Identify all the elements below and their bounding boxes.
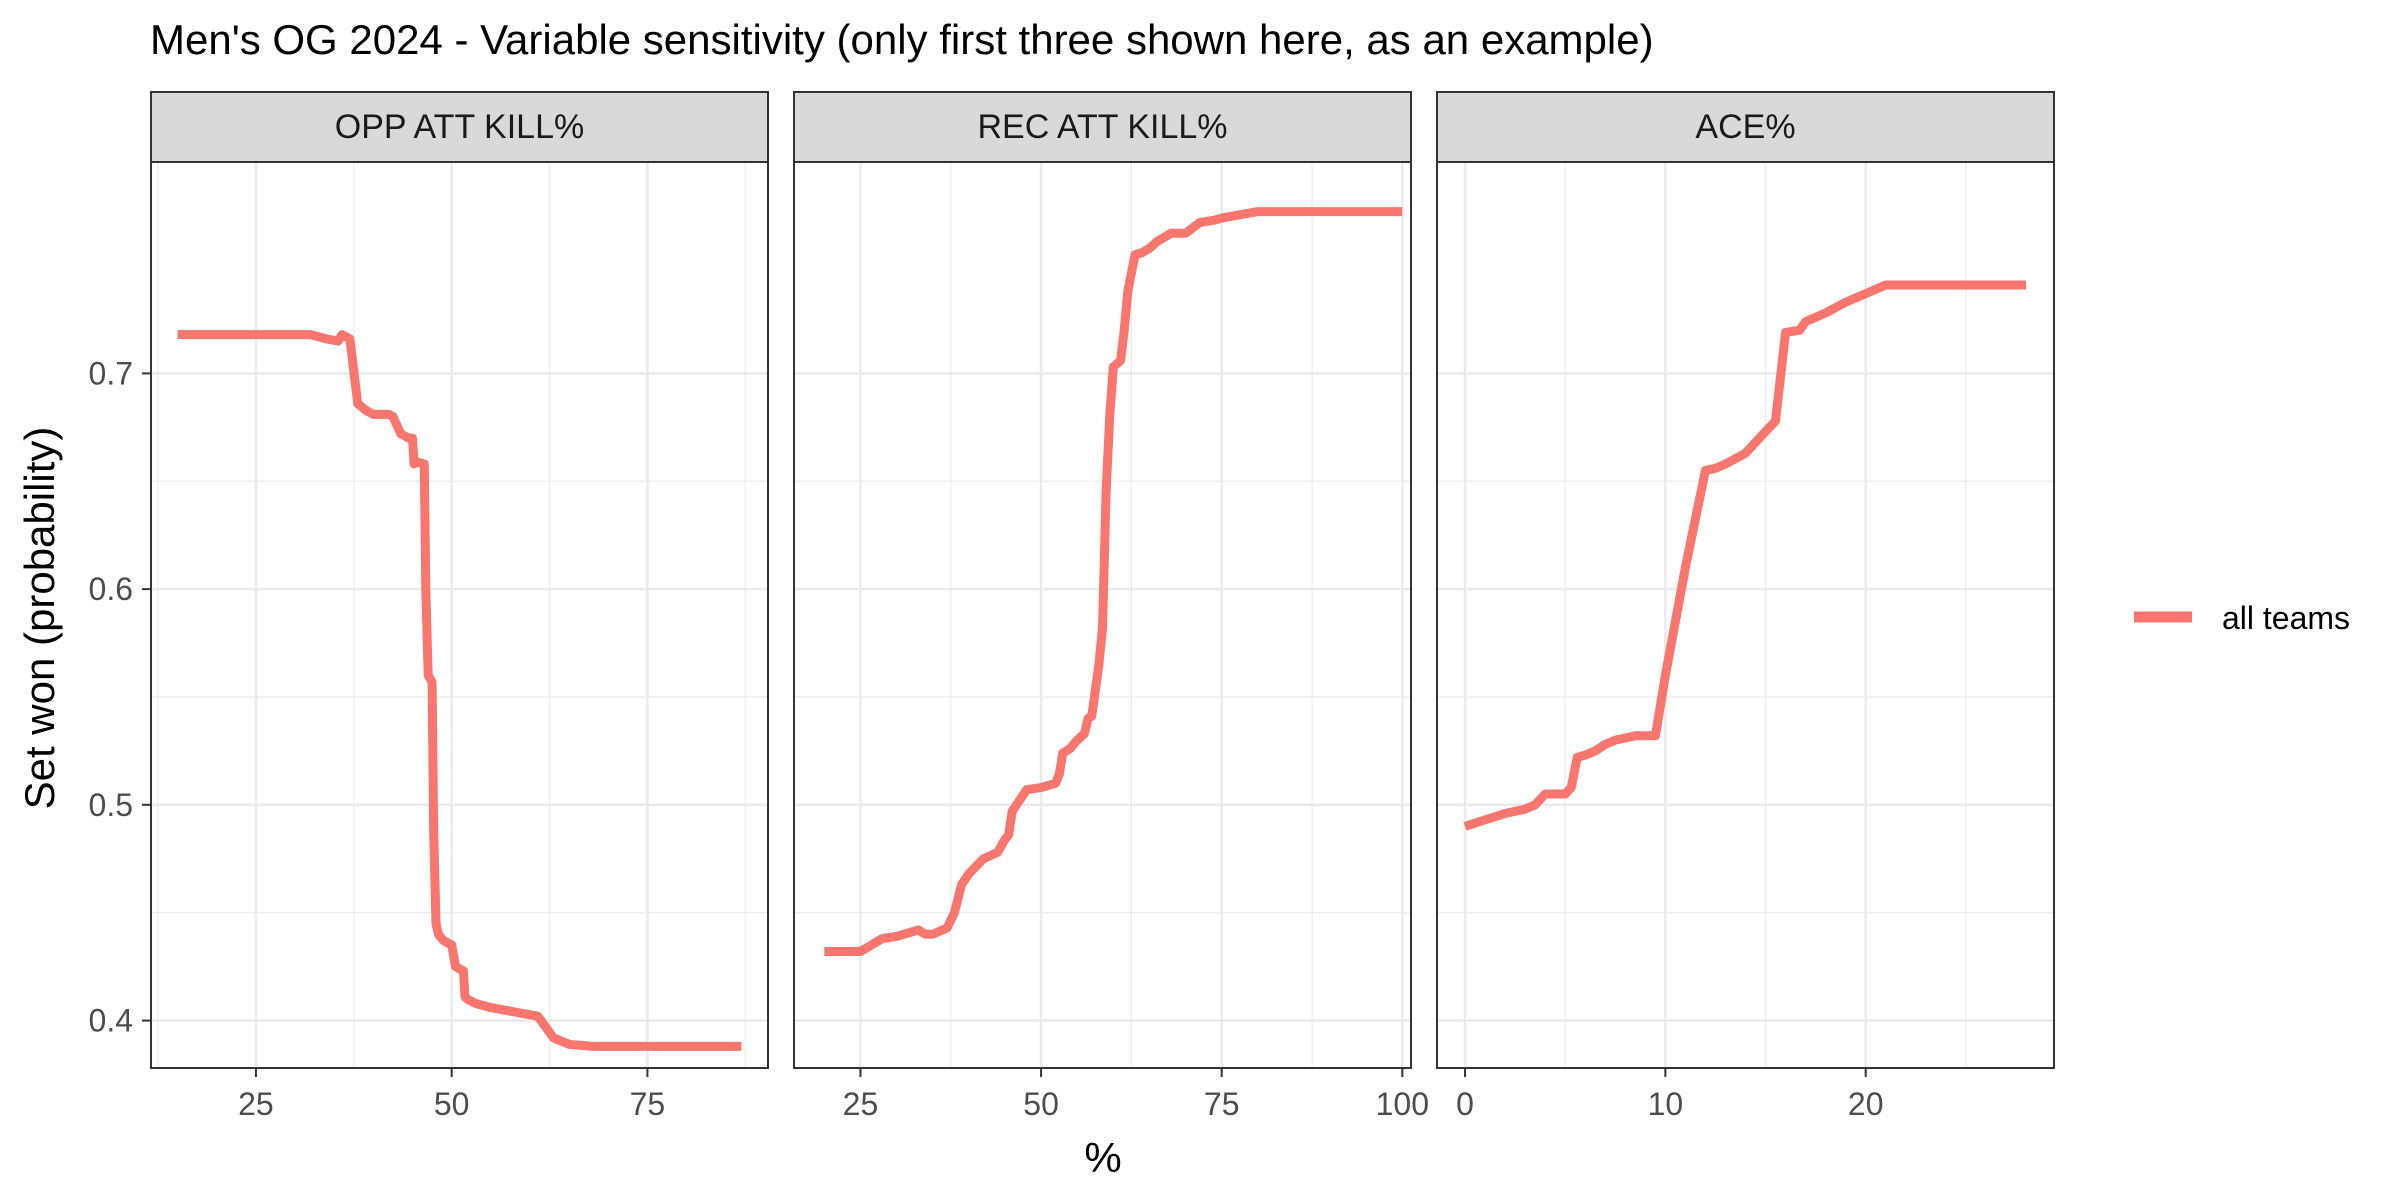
legend: all teams (2134, 600, 2350, 636)
panel-border (150, 161, 769, 1069)
series-line-all-teams (177, 330, 742, 1051)
x-tick-label: 25 (238, 1086, 274, 1122)
y-tick-label: 0.7 (89, 355, 133, 391)
x-tick-label: 0 (1456, 1086, 1474, 1122)
facet-strip (793, 91, 1412, 163)
series-line-all-teams (1463, 280, 2026, 831)
x-tick-label: 50 (1023, 1086, 1059, 1122)
y-tick-label: 0.5 (89, 787, 133, 823)
panel-border (1436, 161, 2055, 1069)
panel-border (793, 161, 1412, 1069)
facet-panel-2: REC ATT KILL% 25 50 75 100 (793, 91, 1429, 1122)
panel-background (151, 162, 768, 1068)
y-tick-label: 0.6 (89, 571, 133, 607)
facet-strip (1436, 91, 2055, 163)
x-tick-label: 10 (1648, 1086, 1684, 1122)
y-axis-title: Set won (probability) (16, 427, 63, 810)
facet-strip-label: ACE% (1695, 108, 1795, 146)
facet-panel-3: ACE% 0 10 20 (1436, 91, 2055, 1122)
x-axis-title: % (1084, 1134, 1121, 1181)
chart-title: Men's OG 2024 - Variable sensitivity (on… (150, 16, 1654, 63)
facet-panel-1: OPP ATT KILL% 25 50 75 0.4 0.5 0.6 0.7 (89, 91, 769, 1122)
x-tick-label: 75 (630, 1086, 666, 1122)
x-tick-label: 50 (434, 1086, 470, 1122)
panel-background (1437, 162, 2054, 1068)
series-line-all-teams (824, 207, 1403, 956)
facet-strip-label: OPP ATT KILL% (335, 108, 584, 146)
y-tick-label: 0.4 (89, 1003, 133, 1039)
facet-strip-label: REC ATT KILL% (977, 108, 1227, 146)
x-tick-label: 20 (1848, 1086, 1884, 1122)
facet-strip (150, 91, 769, 163)
x-tick-label: 25 (843, 1086, 879, 1122)
facet-panels: OPP ATT KILL% 25 50 75 0.4 0.5 0.6 0.7 REC ATT K… (89, 91, 2055, 1122)
legend-label-all-teams: all teams (2222, 600, 2350, 636)
x-tick-label: 75 (1204, 1086, 1240, 1122)
x-tick-label: 100 (1376, 1086, 1429, 1122)
